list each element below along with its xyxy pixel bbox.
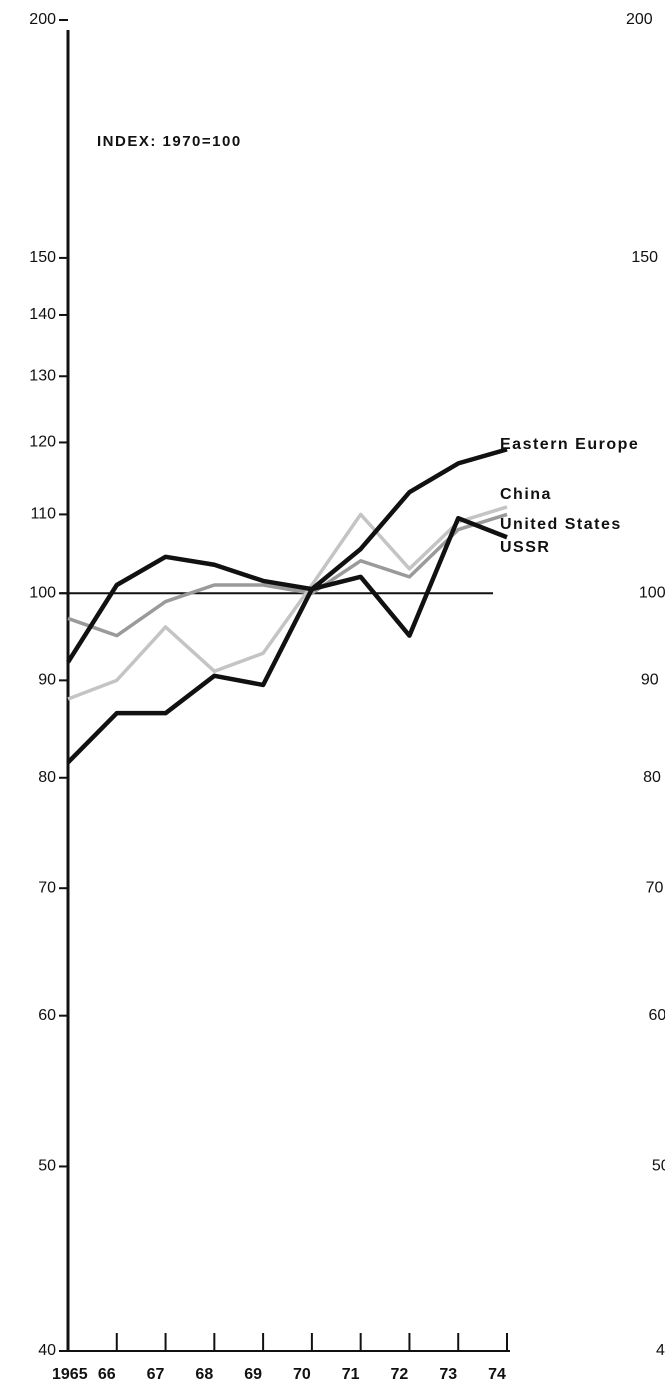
y-tick-label: 70 xyxy=(646,879,664,896)
y-tick-label: 70 xyxy=(38,879,56,896)
series-line xyxy=(66,447,508,664)
y-tick-label: 200 xyxy=(626,11,653,28)
y-tick-label: 200 xyxy=(29,11,56,28)
y-tick-label: 80 xyxy=(643,769,661,786)
x-tick-label: 69 xyxy=(244,1366,262,1383)
y-tick-label: 110 xyxy=(30,506,56,523)
y-tick-label: 90 xyxy=(38,672,56,689)
y-tick-label: 40 xyxy=(38,1342,56,1359)
y-tick-label: 100 xyxy=(639,584,665,601)
annotation: INDEX: 1970=100 xyxy=(97,133,242,150)
x-tick-label: 1965 xyxy=(52,1366,88,1383)
y-tick-label: 80 xyxy=(38,769,56,786)
series-label: China xyxy=(500,486,552,503)
series-line xyxy=(66,515,508,764)
x-tick-label: 72 xyxy=(391,1366,409,1383)
y-tick-label: 50 xyxy=(652,1158,665,1175)
y-tick-label: 60 xyxy=(38,1007,56,1024)
y-tick-label: 120 xyxy=(29,434,56,451)
y-tick-label: 100 xyxy=(29,584,56,601)
x-tick-label: 71 xyxy=(342,1366,360,1383)
x-tick-label: 73 xyxy=(439,1366,457,1383)
y-tick-label: 140 xyxy=(29,306,56,323)
series-line xyxy=(67,505,508,701)
x-tick-label: 68 xyxy=(195,1366,213,1383)
y-tick-label: 150 xyxy=(29,249,56,266)
x-tick-label: 67 xyxy=(147,1366,165,1383)
x-tick-label: 66 xyxy=(98,1366,116,1383)
y-tick-label: 130 xyxy=(29,367,56,384)
series-label: USSR xyxy=(500,539,550,556)
x-tick-label: 70 xyxy=(293,1366,311,1383)
series-label: United States xyxy=(500,516,622,533)
y-tick-label: 90 xyxy=(641,672,659,689)
y-tick-label: 60 xyxy=(648,1007,665,1024)
x-tick-label: 74 xyxy=(488,1366,506,1383)
series-label: Eastern Europe xyxy=(500,436,639,453)
y-tick-label: 50 xyxy=(38,1158,56,1175)
y-tick-label: 150 xyxy=(631,249,658,266)
y-tick-label: 40 xyxy=(656,1342,665,1359)
series-line xyxy=(67,512,508,638)
